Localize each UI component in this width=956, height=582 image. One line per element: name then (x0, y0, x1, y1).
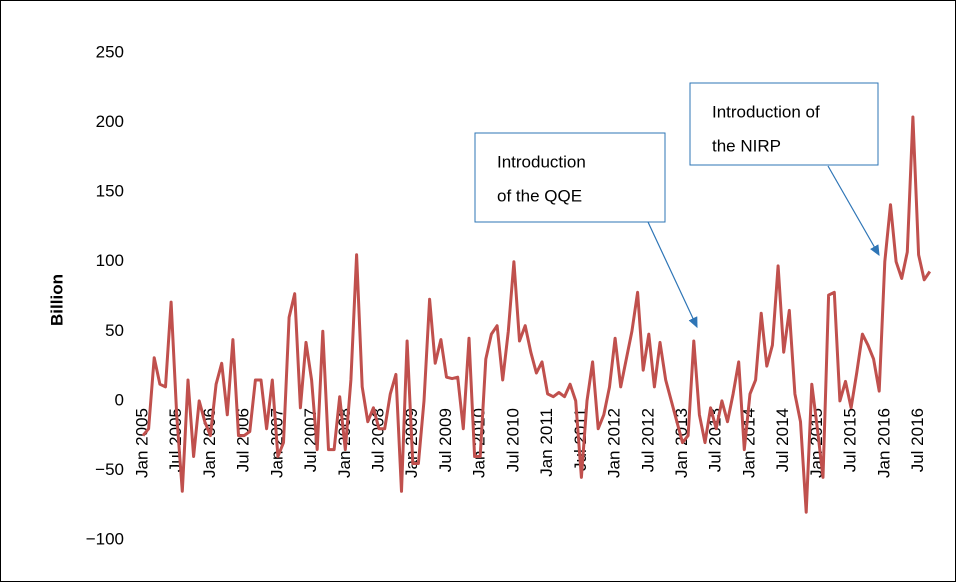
y-tick-label: 100 (96, 251, 124, 270)
annotation-text: Introduction (497, 152, 586, 171)
annotation-box (689, 82, 879, 166)
y-axis-label: Billion (47, 274, 66, 326)
x-tick-label: Jul 2016 (908, 408, 927, 472)
x-tick-label: Jan 2006 (200, 408, 219, 478)
y-tick-label: 50 (105, 321, 124, 340)
data-line (141, 115, 932, 514)
x-tick-label: Jul 2015 (841, 408, 860, 472)
x-tick-label: Jan 2005 (132, 408, 151, 478)
y-tick-label: 0 (115, 390, 124, 409)
x-tick-label: Jan 2011 (537, 408, 556, 477)
y-tick-label: −50 (95, 460, 124, 479)
x-tick-label: Jan 2016 (874, 408, 893, 478)
y-tick-label: 250 (96, 42, 124, 61)
annotation-arrow (827, 165, 880, 257)
y-tick-label: 200 (96, 112, 124, 131)
x-tick-label: Jul 2013 (706, 408, 725, 472)
annotation-text: of the QQE (497, 186, 582, 205)
x-tick-label: Jul 2010 (503, 408, 522, 472)
annotation-box (474, 132, 666, 223)
annotation-arrow (647, 221, 698, 329)
y-tick-label: 150 (96, 182, 124, 201)
x-tick-label: Jul 2014 (773, 408, 792, 472)
x-tick-label: Jul 2008 (369, 408, 388, 472)
annotation-text: the NIRP (712, 136, 781, 155)
x-tick-label: Jul 2012 (638, 408, 657, 472)
y-tick-label: −100 (86, 529, 124, 548)
x-tick-label: Jul 2009 (436, 408, 455, 472)
annotation-text: Introduction of (712, 102, 820, 121)
x-tick-label: Jan 2012 (605, 408, 624, 478)
